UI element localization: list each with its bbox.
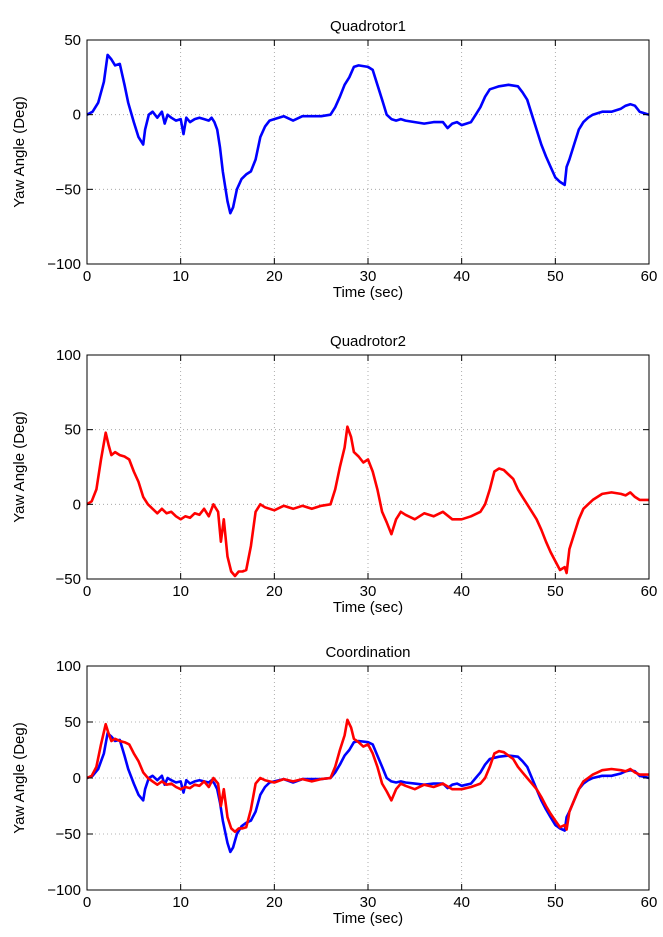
y-tick-label: 100	[56, 658, 81, 675]
y-tick-label: −100	[47, 256, 81, 273]
x-tick-label: 0	[83, 583, 91, 600]
x-tick-label: 60	[641, 894, 658, 911]
x-axis-label: Time (sec)	[333, 599, 403, 616]
y-tick-label: 0	[73, 496, 81, 513]
y-tick-label: −50	[56, 826, 81, 843]
x-tick-label: 20	[266, 268, 283, 285]
series-line-1	[87, 731, 649, 854]
x-tick-label: 40	[453, 583, 470, 600]
y-tick-label: 0	[73, 770, 81, 787]
x-tick-label: 40	[453, 894, 470, 911]
x-tick-label: 30	[360, 894, 377, 911]
x-tick-label: 10	[172, 894, 189, 911]
y-axis-label: Yaw Angle (Deg)	[11, 411, 28, 522]
y-tick-label: 50	[64, 422, 81, 439]
x-axis-label: Time (sec)	[333, 284, 403, 301]
chart-3: 0 10 20 30 40 50 60 −100 −50 0 50 100 Coordination Ti…	[11, 644, 657, 927]
y-axis-label: Yaw Angle (Deg)	[11, 722, 28, 833]
series-line-1	[87, 53, 649, 215]
x-tick-label: 30	[360, 268, 377, 285]
y-tick-label: −50	[56, 181, 81, 198]
x-tick-label: 40	[453, 268, 470, 285]
x-tick-label: 20	[266, 894, 283, 911]
y-axis-label: Yaw Angle (Deg)	[11, 96, 28, 207]
x-axis-label: Time (sec)	[333, 910, 403, 927]
chart-title: Quadrotor1	[330, 18, 406, 35]
y-tick-label: 100	[56, 347, 81, 364]
x-tick-label: 10	[172, 583, 189, 600]
x-tick-label: 60	[641, 583, 658, 600]
x-tick-label: 0	[83, 894, 91, 911]
x-tick-label: 50	[547, 583, 564, 600]
x-tick-label: 50	[547, 268, 564, 285]
x-tick-label: 0	[83, 268, 91, 285]
series-line-1	[87, 425, 649, 578]
series-line-2	[87, 718, 649, 834]
chart-1: 0 10 20 30 40 50 60 −100 −50 0 50 Quadrotor1 Time (s…	[11, 18, 657, 301]
x-tick-label: 50	[547, 894, 564, 911]
x-tick-label: 60	[641, 268, 658, 285]
y-tick-label: −100	[47, 882, 81, 899]
chart-title: Quadrotor2	[330, 333, 406, 350]
y-tick-label: 0	[73, 107, 81, 124]
x-tick-label: 10	[172, 268, 189, 285]
y-tick-label: 50	[64, 714, 81, 731]
y-tick-label: 50	[64, 32, 81, 49]
y-tick-label: −50	[56, 571, 81, 588]
chart-title: Coordination	[325, 644, 410, 661]
x-tick-label: 30	[360, 583, 377, 600]
x-tick-label: 20	[266, 583, 283, 600]
